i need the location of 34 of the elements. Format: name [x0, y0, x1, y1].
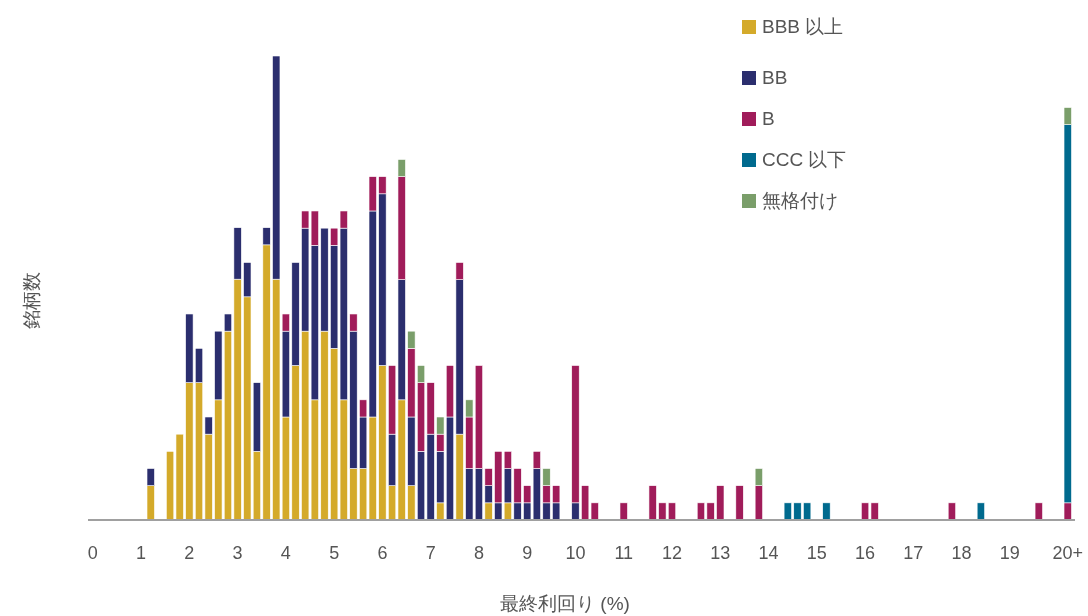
x-tick-label: 8	[473, 543, 484, 563]
bar	[822, 502, 831, 521]
x-tick-label: 10	[565, 543, 586, 563]
legend-label: B	[762, 108, 775, 129]
legend-label: 無格付け	[762, 190, 838, 211]
x-tick-label: 11	[614, 543, 634, 563]
x-tick-label: 1	[136, 543, 147, 563]
bar	[1034, 502, 1043, 521]
x-tick-label: 4	[280, 543, 291, 563]
bar	[619, 502, 628, 521]
x-tick-label: 5	[329, 543, 340, 563]
x-tick-label: 15	[806, 543, 827, 563]
legend-label: CCC 以下	[762, 149, 847, 170]
legend-label: BB	[762, 67, 788, 88]
x-tick-label: 2	[184, 543, 195, 563]
x-tick-label: 9	[522, 543, 533, 563]
x-tick-label: 17	[903, 543, 924, 563]
bar	[947, 502, 956, 521]
bar	[735, 485, 744, 521]
x-axis-title: 最終利回り (%)	[500, 593, 630, 614]
x-tick-label: 12	[661, 543, 683, 563]
x-tick-label: 13	[710, 543, 731, 563]
x-tick-label: 19	[999, 543, 1020, 563]
x-tick-label: 0	[87, 543, 98, 563]
x-tick-label: 3	[232, 543, 243, 563]
bar	[976, 502, 985, 521]
legend-label: BBB 以上	[762, 16, 844, 37]
x-tick-label: 14	[758, 543, 779, 563]
x-tick-label: 20+	[1052, 543, 1084, 563]
y-axis-title: 銘柄数	[21, 271, 42, 329]
x-tick-label: 16	[855, 543, 876, 563]
x-tick-label: 6	[377, 543, 388, 563]
x-tick-label: 7	[425, 543, 436, 563]
x-tick-label: 18	[951, 543, 972, 563]
